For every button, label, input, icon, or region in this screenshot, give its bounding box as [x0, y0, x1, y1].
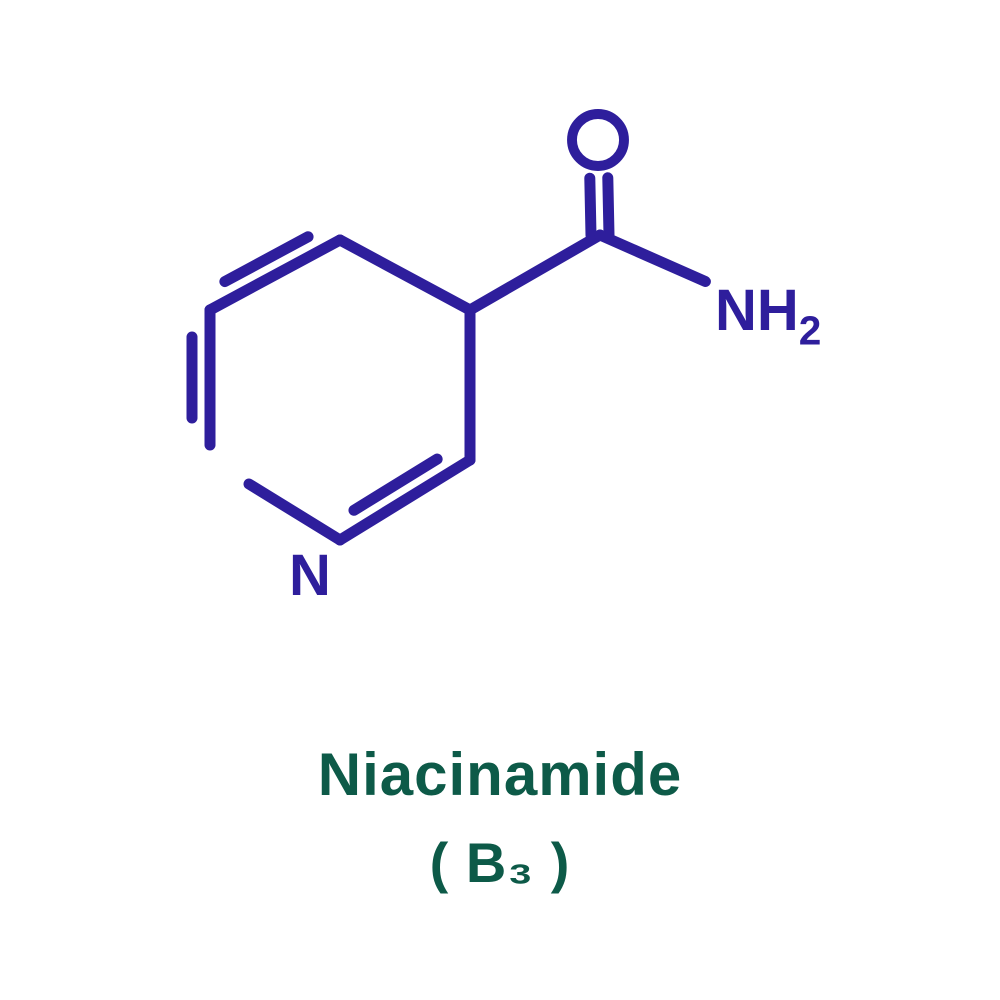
nh2-label: NH2 — [715, 278, 821, 354]
oxygen-atom — [572, 114, 624, 166]
nitrogen-ring-label: N — [289, 543, 331, 608]
caption-line-2: ( B₃ ) — [0, 830, 1000, 895]
diagram-stage: N NH2 Niacinamide ( B₃ ) — [0, 0, 1000, 1000]
caption-line-1: Niacinamide — [0, 740, 1000, 809]
